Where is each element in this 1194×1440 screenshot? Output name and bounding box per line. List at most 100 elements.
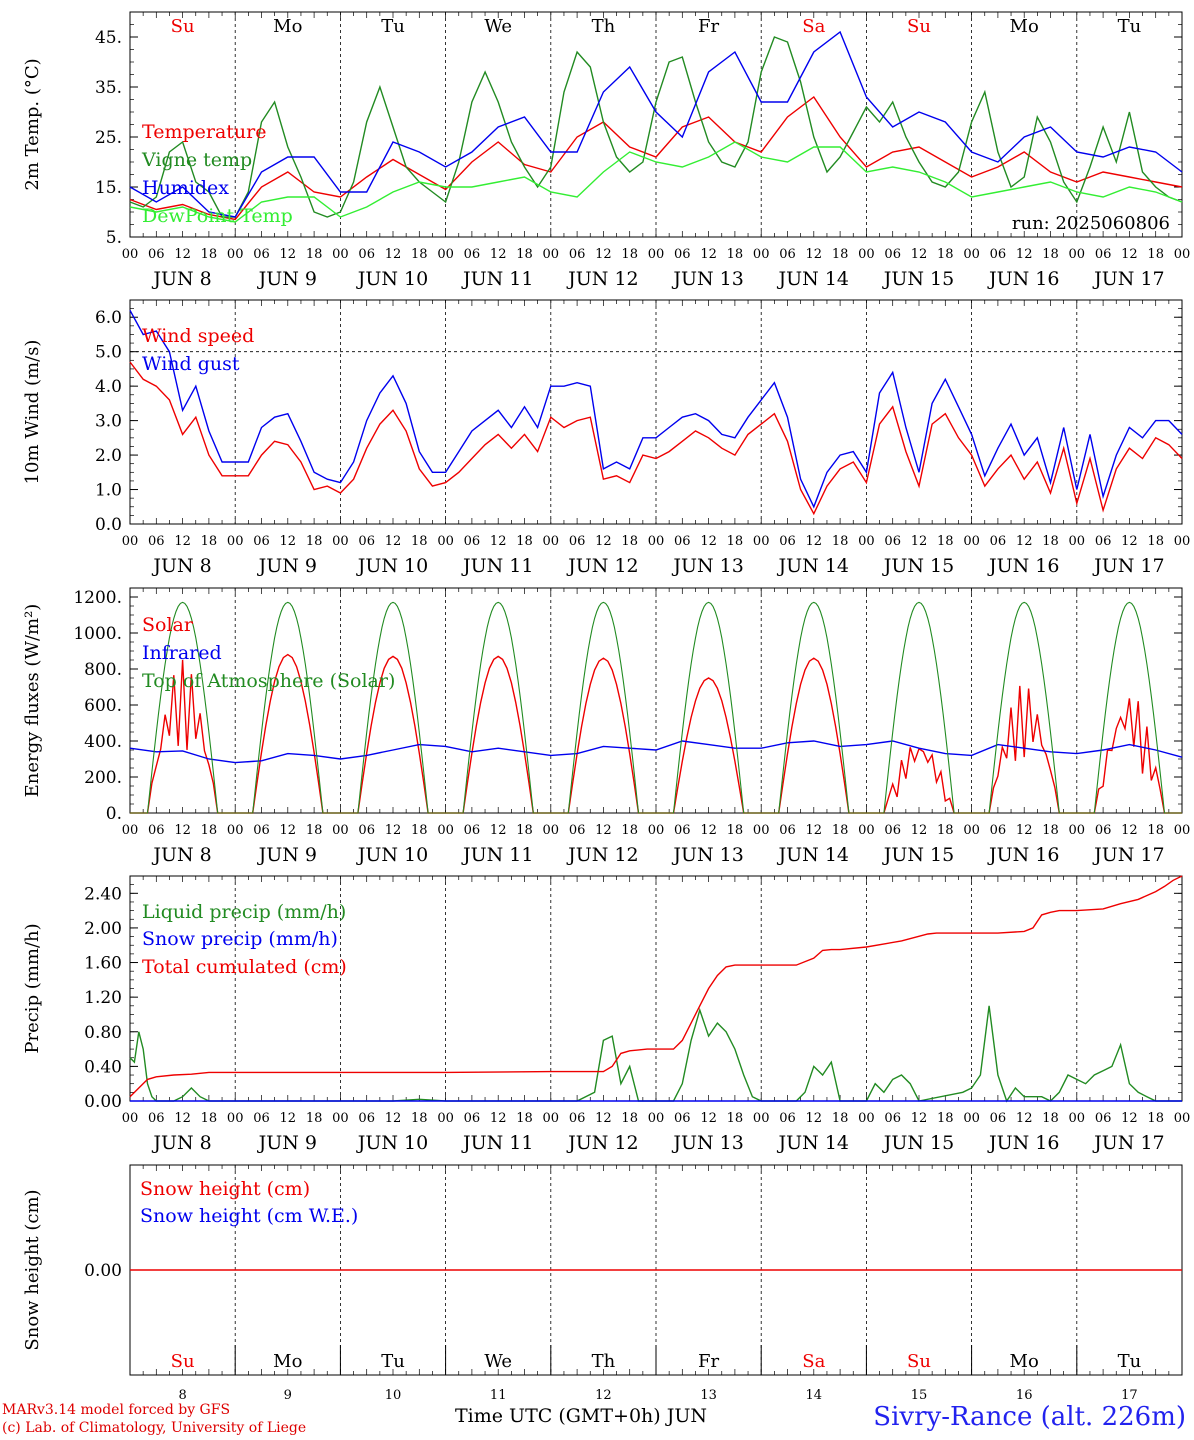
- hour-label: 18: [411, 247, 428, 262]
- hour-label: 00: [858, 823, 875, 838]
- hour-label: 12: [700, 534, 717, 549]
- day-number: 16: [1016, 1388, 1033, 1400]
- hour-label: 00: [963, 823, 980, 838]
- hour-label: 18: [621, 1111, 638, 1126]
- hour-label: 18: [516, 534, 533, 549]
- date-label: JUN 8: [151, 1132, 211, 1154]
- y-tick-label: 0.00: [84, 1092, 122, 1112]
- weekday-label: Sa: [802, 1351, 825, 1372]
- weekday-label: Mo: [273, 16, 302, 37]
- date-label: JUN 14: [777, 1132, 849, 1154]
- hour-label: 00: [122, 247, 139, 262]
- meteogram: 5. 15. 25. 35. 45. 2m Temp. (°C) Temperature Vi…: [22, 11, 1191, 1400]
- day-number: 8: [178, 1388, 186, 1400]
- hour-label: 00: [753, 247, 770, 262]
- hour-label: 00: [1069, 534, 1086, 549]
- hour-label: 00: [122, 823, 139, 838]
- hour-label: 00: [332, 247, 349, 262]
- weekday-label: We: [484, 16, 512, 37]
- y-axis-title: 2m Temp. (°C): [22, 58, 43, 190]
- hour-label: 12: [806, 247, 823, 262]
- hour-label: 18: [727, 247, 744, 262]
- hour-label: 18: [201, 534, 218, 549]
- hour-label: 12: [700, 1111, 717, 1126]
- date-label: JUN 8: [151, 268, 211, 290]
- hour-label: 06: [990, 823, 1007, 838]
- hour-label: 18: [201, 1111, 218, 1126]
- hour-label: 12: [490, 1111, 507, 1126]
- hour-label: 18: [621, 534, 638, 549]
- weekday-label: We: [484, 1351, 512, 1372]
- day-number: 15: [911, 1388, 928, 1400]
- hour-label: 00: [437, 534, 454, 549]
- date-label: JUN 17: [1092, 268, 1164, 290]
- date-label: JUN 10: [356, 268, 428, 290]
- hour-label: 00: [1174, 534, 1191, 549]
- hour-label: 00: [963, 1111, 980, 1126]
- legend-label: Humidex: [142, 177, 229, 199]
- weekday-label: Tu: [381, 1351, 405, 1372]
- date-label: JUN 17: [1092, 1132, 1164, 1154]
- hour-label: 12: [595, 1111, 612, 1126]
- hour-label: 00: [753, 823, 770, 838]
- hour-label: 06: [884, 823, 901, 838]
- hour-label: 00: [332, 1111, 349, 1126]
- legend-label: Vigne temp: [141, 149, 252, 171]
- hour-label: 06: [674, 534, 691, 549]
- hour-label: 18: [621, 247, 638, 262]
- series-line: [129, 95, 1183, 221]
- hour-label: 12: [1016, 534, 1033, 549]
- date-label: JUN 8: [151, 555, 211, 577]
- hour-label: 06: [990, 534, 1007, 549]
- y-tick-label: 200.: [84, 768, 122, 788]
- hour-label: 12: [174, 1111, 191, 1126]
- hour-label: 06: [253, 1111, 270, 1126]
- hour-label: 18: [727, 534, 744, 549]
- hour-label: 00: [1174, 1111, 1191, 1126]
- y-tick-label: 35.: [95, 78, 122, 98]
- y-tick-label: 400.: [84, 732, 122, 752]
- hour-label: 18: [937, 1111, 954, 1126]
- hour-label: 06: [464, 247, 481, 262]
- hour-label: 12: [385, 1111, 402, 1126]
- hour-label: 00: [543, 823, 560, 838]
- hour-label: 18: [937, 247, 954, 262]
- series-line: [129, 30, 1183, 218]
- date-label: JUN 14: [777, 268, 849, 290]
- hour-label: 18: [727, 823, 744, 838]
- hour-label: 18: [1147, 534, 1164, 549]
- date-label: JUN 15: [882, 268, 954, 290]
- legend-label: DewPoint Temp: [142, 205, 293, 227]
- hour-label: 18: [306, 534, 323, 549]
- hour-label: 06: [779, 823, 796, 838]
- date-label: JUN 16: [987, 1132, 1059, 1154]
- hour-label: 06: [358, 247, 375, 262]
- hour-label: 18: [201, 247, 218, 262]
- hour-label: 00: [1174, 247, 1191, 262]
- hour-label: 18: [1147, 1111, 1164, 1126]
- hour-label: 00: [753, 1111, 770, 1126]
- hour-label: 12: [280, 823, 297, 838]
- hour-label: 12: [1016, 823, 1033, 838]
- hour-label: 12: [911, 823, 928, 838]
- hour-label: 18: [516, 247, 533, 262]
- date-label: JUN 12: [566, 555, 638, 577]
- hour-label: 18: [832, 534, 849, 549]
- hour-label: 00: [753, 534, 770, 549]
- hour-label: 06: [358, 1111, 375, 1126]
- day-number: 10: [385, 1388, 402, 1400]
- legend-label: Liquid precip (mm/h): [142, 901, 346, 923]
- hour-label: 06: [569, 823, 586, 838]
- series-line: [129, 740, 1183, 764]
- weekday-label: Th: [592, 1351, 616, 1372]
- weekday-label: Su: [907, 16, 931, 37]
- weekday-label: Mo: [273, 1351, 302, 1372]
- hour-label: 12: [1121, 823, 1138, 838]
- hour-label: 06: [990, 1111, 1007, 1126]
- hour-label: 18: [1042, 823, 1059, 838]
- y-tick-label: 2.40: [84, 884, 122, 904]
- hour-label: 18: [516, 1111, 533, 1126]
- hour-label: 00: [437, 247, 454, 262]
- legend-label: Temperature: [142, 121, 266, 143]
- hour-label: 18: [516, 823, 533, 838]
